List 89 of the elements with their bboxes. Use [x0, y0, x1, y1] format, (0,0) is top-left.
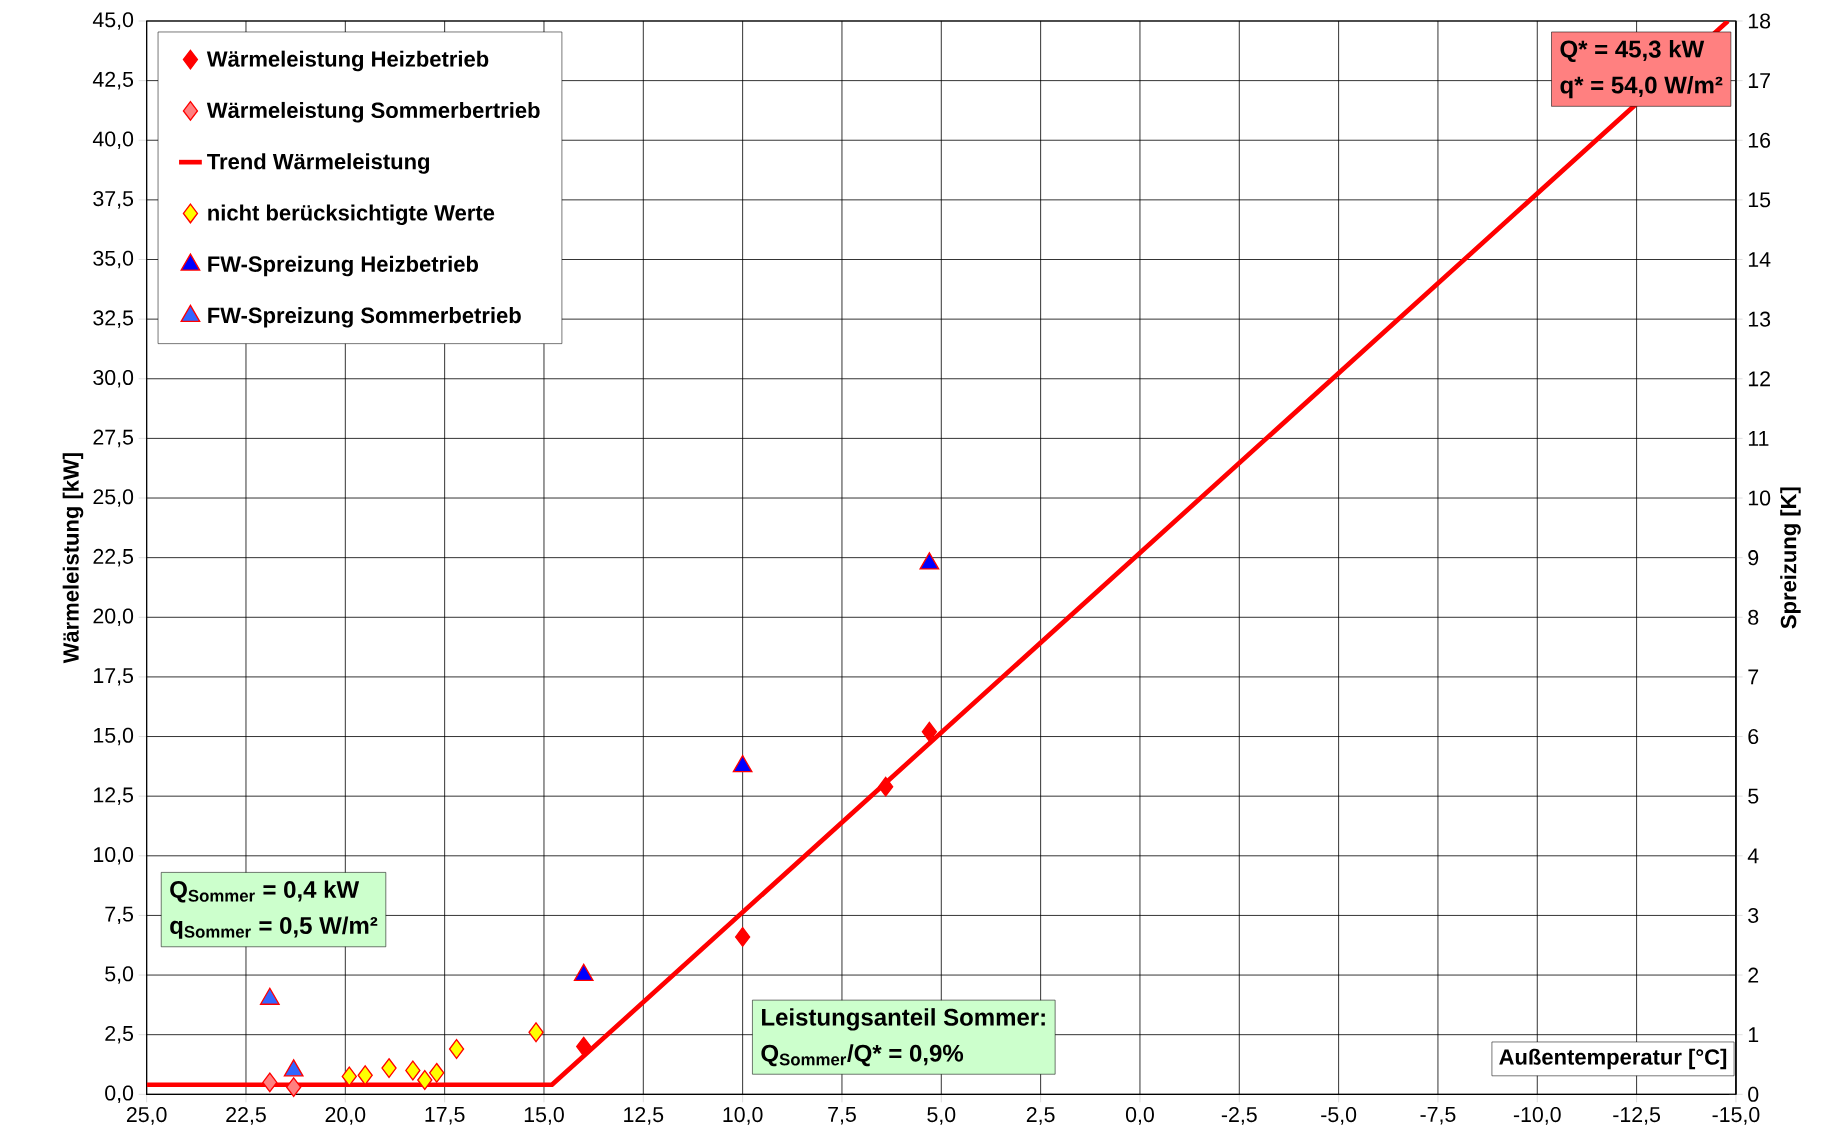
y2-tick-label: 7 [1748, 669, 1759, 685]
annotation: Leistungsanteil Sommer: [762, 1008, 1045, 1031]
x-tick-label: 0,0 [1125, 1107, 1154, 1125]
y2-tick-label: 1 [1748, 1027, 1759, 1043]
point [919, 552, 940, 570]
y2-tick-label: 8 [1748, 609, 1759, 625]
x-tick-label: -10,0 [1513, 1107, 1561, 1125]
annotation: q* = 54,0 W/m² [1560, 75, 1723, 99]
y2-tick-label: 9 [1748, 550, 1759, 566]
point [417, 1070, 433, 1091]
x-tick-label: 7,5 [828, 1107, 856, 1125]
x-tick-label: 10,0 [723, 1107, 763, 1125]
x-tick-label: 22,5 [226, 1107, 266, 1125]
legend-label: FW-Spreizung Sommerbetrieb [208, 307, 521, 328]
x-tick-label: 5,0 [927, 1107, 956, 1125]
point [405, 1060, 421, 1081]
point [734, 926, 751, 947]
point [381, 1058, 397, 1079]
point [283, 1059, 304, 1077]
point [357, 1065, 373, 1086]
point [259, 987, 280, 1005]
legend-label: nicht berücksichtigte Werte [208, 204, 495, 226]
y2-tick-label: 14 [1748, 252, 1771, 267]
annotation: Q* = 45,3 kW [1560, 39, 1705, 63]
legend-label: FW-Spreizung Heizbetrieb [208, 255, 479, 277]
x-tick-label: -5,0 [1321, 1107, 1357, 1125]
y2-tick-label: 10 [1748, 490, 1771, 506]
y-tick-label: 7,5 [105, 906, 134, 925]
y2-tick-label: 5 [1748, 788, 1759, 804]
y2-tick-label: 0 [1748, 1086, 1759, 1102]
x-tick-label: 2,5 [1026, 1107, 1055, 1125]
y-tick-label: 5,0 [105, 966, 134, 984]
y2-tick-label: 16 [1748, 132, 1771, 148]
y2-tick-label: 3 [1748, 907, 1759, 923]
point [341, 1066, 357, 1087]
y2-tick-label: 15 [1748, 192, 1771, 208]
y-tick-label: 20,0 [93, 608, 134, 627]
point [285, 1077, 302, 1098]
y-tick-label: 42,5 [92, 71, 134, 90]
y-tick-label: 25,0 [93, 489, 134, 507]
y-tick-label: 22,5 [93, 548, 134, 567]
y2-axis-title: Spreizung [K] [1780, 487, 1801, 629]
x-axis-title: Außentemperatur [°C] [1499, 1048, 1727, 1070]
y-tick-label: 12,5 [94, 787, 134, 805]
y-axis-title: Wärmeleistung [kW] [62, 453, 84, 664]
y2-tick-label: 11 [1748, 431, 1769, 446]
legend-label: Wärmeleistung Sommerbertrieb [206, 101, 540, 123]
y-tick-label: 10,0 [94, 846, 134, 865]
x-tick-label: -2,5 [1221, 1107, 1257, 1125]
y-tick-label: 2,5 [105, 1025, 134, 1044]
y2-tick-label: 13 [1748, 311, 1771, 327]
y-tick-label: 37,5 [93, 191, 134, 209]
x-tick-label: -15,0 [1712, 1107, 1760, 1125]
y-tick-label: 30,0 [93, 369, 134, 388]
point [732, 755, 753, 773]
x-tick-label: 25,0 [126, 1107, 167, 1125]
point [878, 776, 894, 797]
point [573, 963, 594, 982]
y-tick-label: 17,5 [94, 668, 134, 686]
y-tick-label: 40,0 [92, 131, 134, 150]
legend-label: Wärmeleistung Heizbetrieb [206, 50, 489, 72]
y2-tick-label: 2 [1748, 967, 1759, 983]
x-tick-label: 15,0 [524, 1107, 564, 1125]
point [921, 721, 938, 742]
y-tick-label: 27,5 [93, 429, 134, 448]
y-tick-label: 32,5 [93, 310, 134, 328]
x-tick-label: 20,0 [325, 1107, 366, 1125]
point [448, 1038, 465, 1059]
y-tick-label: 0,0 [105, 1085, 134, 1104]
point [262, 1072, 278, 1093]
point [429, 1062, 445, 1083]
annotation: Q$_{Sommer}$ = 0,4 kW [170, 880, 360, 903]
y2-tick-label: 4 [1747, 848, 1759, 864]
y2-tick-label: 17 [1748, 73, 1770, 88]
annotation: q$_{Sommer}$ = 0,5 W/m² [170, 916, 378, 939]
x-tick-label: 17,5 [425, 1107, 465, 1125]
annotation: Q$_{Sommer}$/Q* = 0,9% [761, 1044, 964, 1067]
point [528, 1022, 544, 1043]
y2-tick-label: 12 [1748, 371, 1770, 387]
y-tick-label: 45,0 [92, 12, 134, 30]
y-tick-label: 15,0 [94, 727, 134, 746]
x-tick-label: -12,5 [1613, 1107, 1660, 1125]
legend-label: Trend Wärmeleistung [207, 153, 430, 174]
x-tick-label: -7,5 [1420, 1107, 1456, 1125]
point [576, 1036, 592, 1057]
y2-tick-label: 6 [1748, 729, 1759, 745]
x-tick-label: 12,5 [624, 1107, 664, 1125]
y-tick-label: 35,0 [93, 250, 134, 269]
y2-tick-label: 18 [1748, 13, 1771, 29]
